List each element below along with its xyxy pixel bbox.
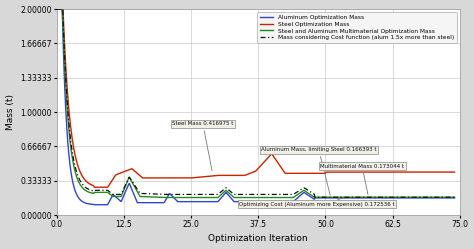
X-axis label: Optimization Iteration: Optimization Iteration [209,235,308,244]
Y-axis label: Mass (t): Mass (t) [6,94,15,130]
Text: Steel Mass 0.416975 t: Steel Mass 0.416975 t [172,122,234,171]
Text: Aluminum Mass, limiting Steel 0.166393 t: Aluminum Mass, limiting Steel 0.166393 t [261,147,376,195]
Text: Optimizing Cost (Aluminum more Expensive) 0.172536 t: Optimizing Cost (Aluminum more Expensive… [239,198,395,207]
Legend: Aluminum Optimization Mass, Steel Optimization Mass, Steel and Aluminum Multimat: Aluminum Optimization Mass, Steel Optimi… [257,12,457,43]
Text: Multimaterial Mass 0.173044 t: Multimaterial Mass 0.173044 t [320,164,404,194]
